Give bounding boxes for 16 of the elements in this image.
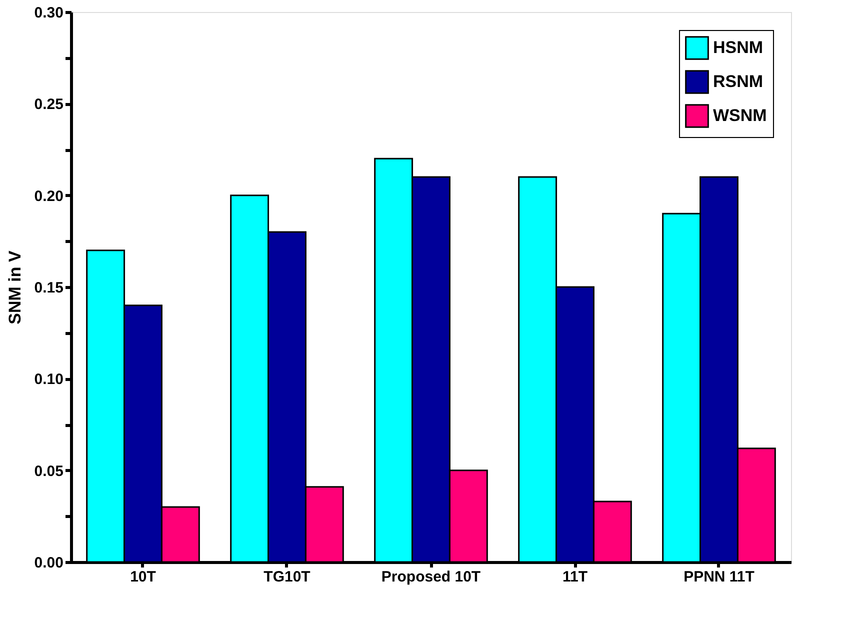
x-tick-label: 11T	[562, 568, 588, 586]
y-tick-label: 0.30	[34, 4, 64, 22]
y-tick-label: 0.00	[34, 554, 64, 572]
x-tick-label: TG10T	[264, 568, 310, 586]
y-tick-label: 0.15	[34, 280, 64, 296]
y-tick-label: 0.20	[34, 188, 64, 205]
y-tick-label: 0.25	[34, 96, 64, 114]
x-tick-label: 10T	[130, 568, 156, 586]
legend-label: HSNM	[713, 38, 764, 57]
legend-label: WSNM	[713, 106, 767, 125]
x-tick-label: PPNN 11T	[684, 568, 754, 586]
legend-label: RSNM	[713, 72, 764, 91]
y-tick-label: 0.10	[34, 371, 64, 388]
y-tick-label: 0.05	[34, 462, 64, 480]
y-axis-title: SNM in V	[5, 250, 24, 324]
x-tick-label: Proposed 10T	[381, 568, 481, 586]
